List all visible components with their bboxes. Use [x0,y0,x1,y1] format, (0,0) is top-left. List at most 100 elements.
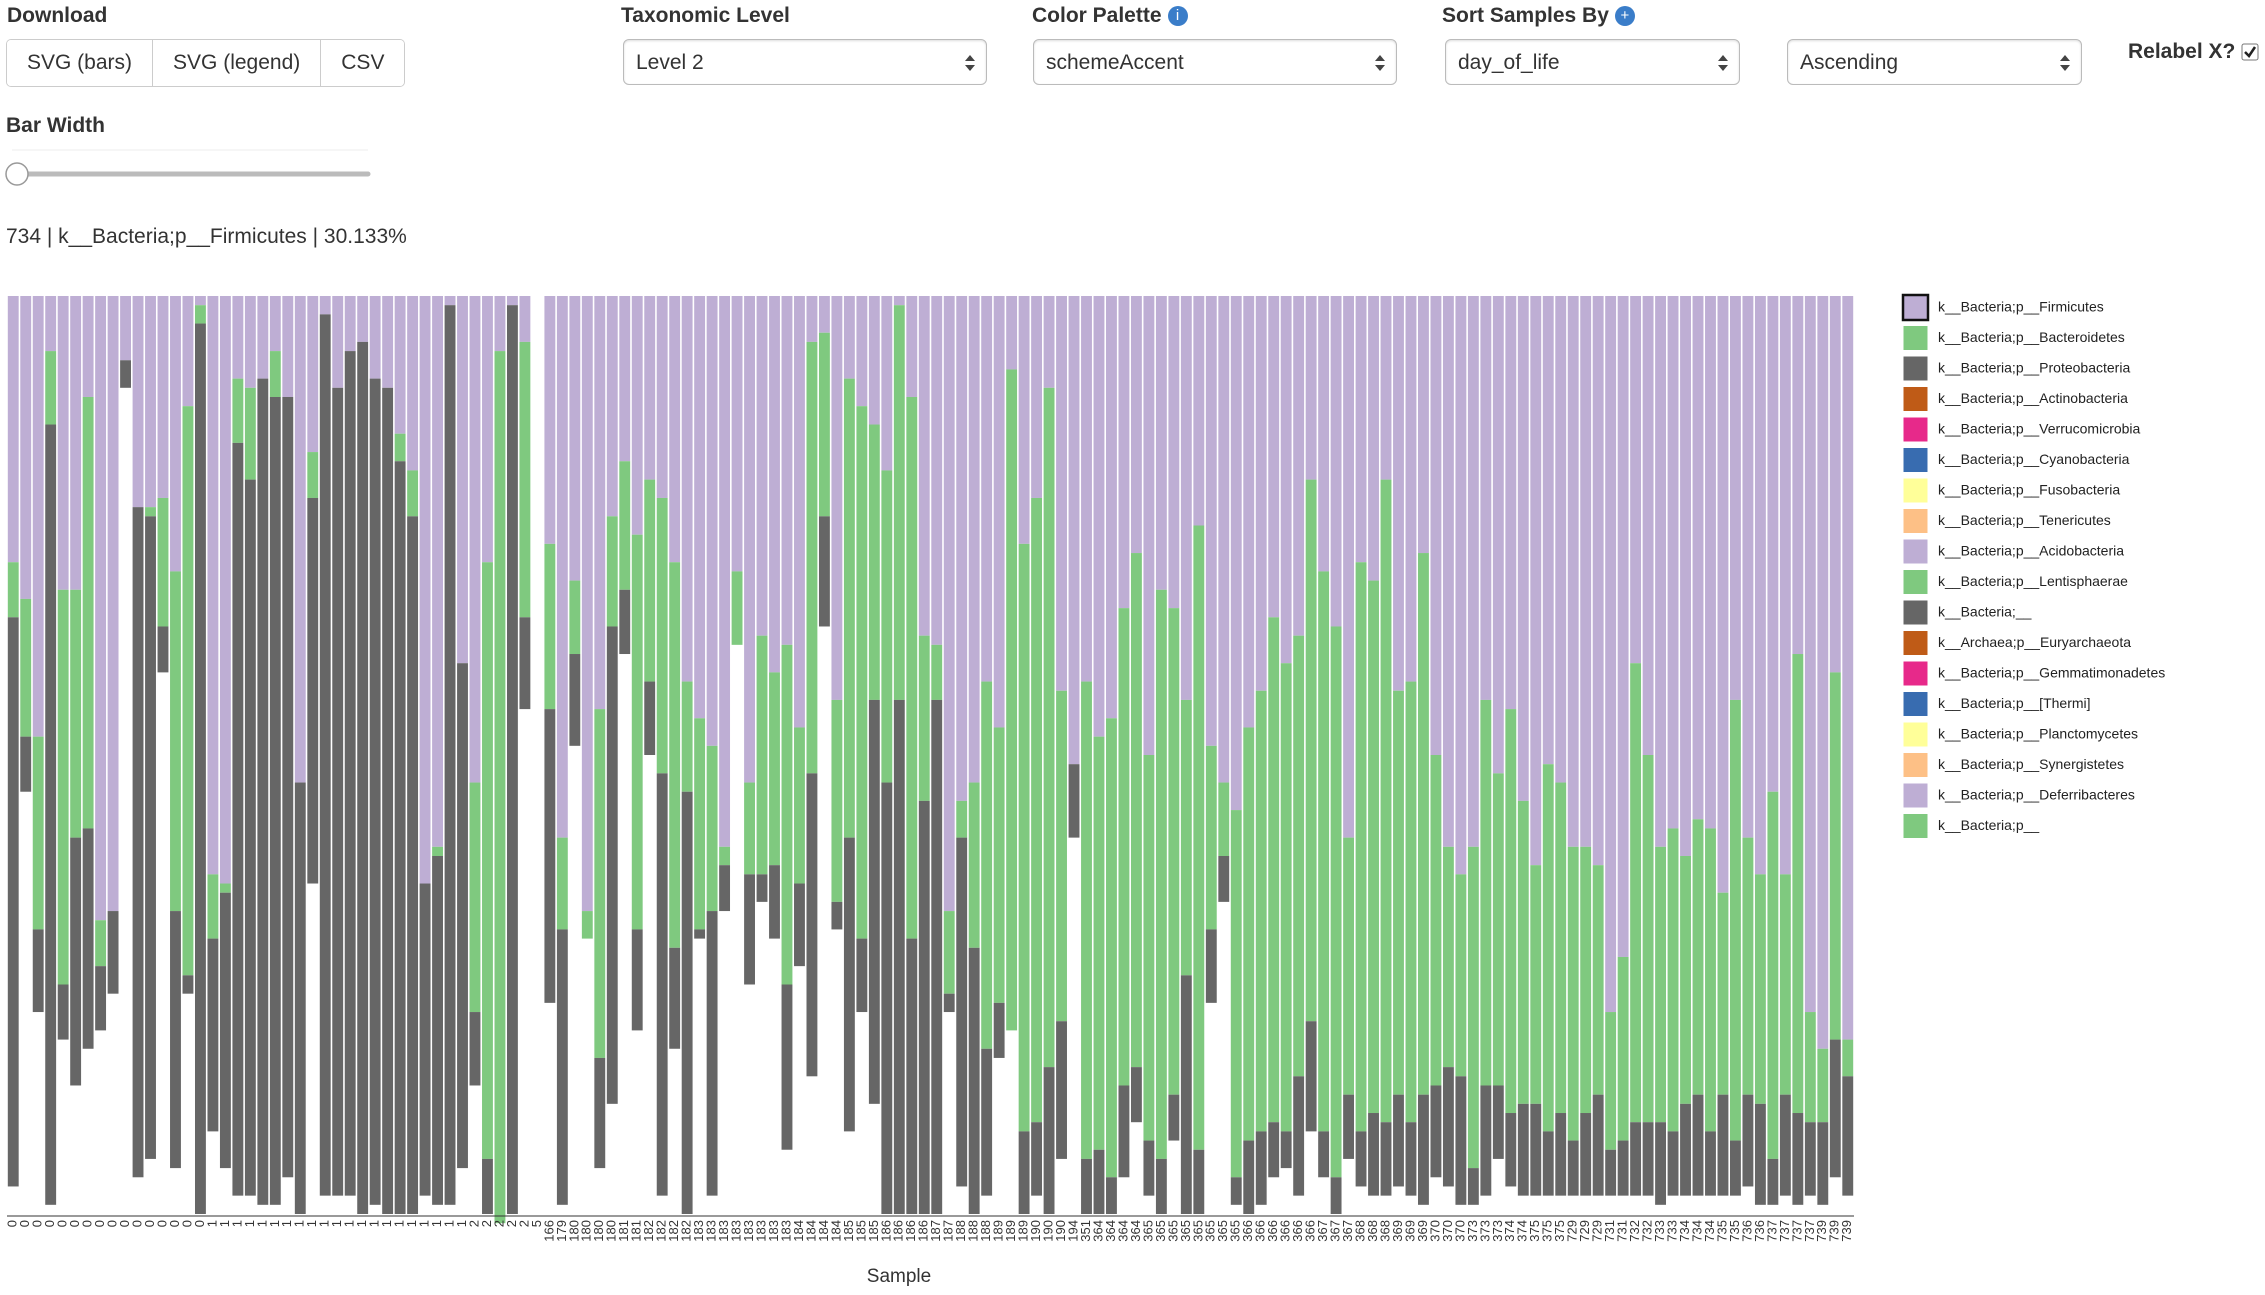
bar-segment [207,874,219,939]
bar-segment [1006,296,1018,370]
checkbox[interactable] [2241,43,2259,61]
bar-segment [1642,296,1654,755]
bar-segment [357,296,369,342]
x-tick-label: 732 [1627,1220,1642,1242]
bar-segment [893,305,905,700]
bar-segment [794,727,805,884]
bar-segment [1804,1012,1816,1123]
bar-segment [294,782,306,1214]
x-tick-label: 187 [928,1220,943,1242]
bar-segment [881,470,893,783]
select[interactable]: day_of_life [1445,39,1740,85]
bar-segment [719,846,731,866]
button[interactable]: CSV [321,40,405,86]
bar-segment [469,296,481,783]
bar-segment [644,296,656,480]
bar-segment [868,699,880,1104]
select[interactable]: Level 2 [623,39,987,85]
bar-segment [1792,654,1804,1114]
bar-segment [1542,764,1554,1132]
x-tick-label: 369 [1415,1220,1430,1242]
bar-segment [1742,296,1754,838]
bar-segment [332,296,344,388]
x-tick-label: 368 [1377,1220,1392,1242]
x-tick-label: 2 [516,1220,531,1227]
x-tick-label: 188 [978,1220,993,1242]
x-tick-label: 185 [866,1220,881,1242]
select[interactable]: Ascending [1787,39,2082,85]
x-tick-label: 1 [429,1220,444,1227]
x-tick-label: 365 [1215,1220,1230,1242]
x-tick-label: 367 [1340,1220,1355,1242]
bar-segment [1205,929,1217,1003]
bar-segment [1218,855,1230,902]
bar-segment [1068,296,1080,765]
bar-segment [968,947,980,1214]
bar-segment [1617,1140,1629,1196]
x-tick-label: 729 [1577,1220,1592,1242]
bar-segment [1193,296,1205,526]
x-tick-label: 182 [641,1220,656,1242]
bar-segment [1517,800,1529,1104]
bar-segment [1180,296,1192,700]
x-tick-label: 1 [354,1220,369,1227]
select[interactable]: schemeAccent [1033,39,1397,85]
bar-segment [1180,699,1192,976]
select-value: day_of_life [1458,51,1560,74]
legend-label: k__Bacteria;p__Lentisphaerae [1938,573,2128,589]
bar-segment [1143,755,1155,1141]
bar-segment [194,296,206,306]
bar-segment [1393,690,1404,1095]
bar-segment [407,470,419,517]
bar-segment [157,296,169,498]
bar-segment [1517,1103,1529,1196]
bar-segment [706,911,718,1196]
bar-segment [394,433,406,462]
bar-segment [1230,296,1242,811]
bar-segment [644,479,656,682]
bar-segment [656,497,668,774]
x-tick-label: 0 [92,1220,107,1227]
x-tick-label: 739 [1839,1220,1854,1242]
bar-segment [1130,296,1142,554]
x-tick-label: 1 [304,1220,319,1227]
bar-segment [1056,1021,1067,1159]
bar-segment [1380,479,1392,1123]
bar-segment [45,424,57,1205]
add-icon[interactable]: + [1614,6,1635,26]
bar-segment [1754,874,1766,1104]
bar-segment [1730,1140,1741,1196]
bar-segment [1130,553,1142,1068]
bar-segment [232,296,244,379]
bar-segment [182,406,194,976]
bar-segment [731,571,743,645]
x-tick-label: 735 [1727,1220,1742,1242]
slider[interactable] [4,146,376,196]
x-tick-label: 369 [1402,1220,1417,1242]
download-label: Download [7,4,108,27]
bar-segment [120,296,131,361]
bar-segment [918,296,930,636]
button[interactable]: SVG (bars) [7,40,154,86]
bar-segment [1817,296,1829,1049]
bar-segment [1056,690,1067,1022]
x-tick-label: 729 [1565,1220,1580,1242]
x-tick-label: 1 [292,1220,307,1227]
bar-segment [1106,1177,1117,1214]
bar-segment [681,681,693,792]
x-tick-label: 1 [204,1220,219,1227]
x-tick-label: 732 [1640,1220,1655,1242]
button[interactable]: SVG (legend) [153,40,322,86]
bar-segment [1667,828,1679,1132]
x-tick-label: 365 [1203,1220,1218,1242]
bar-segment [294,296,306,783]
legend-label: k__Bacteria;p__Gemmatimonadetes [1938,665,2165,681]
bar-segment [1467,846,1479,1169]
x-tick-label: 368 [1352,1220,1367,1242]
bar-segment [931,296,943,645]
bar-segment [993,1002,1005,1058]
x-tick-label: 737 [1777,1220,1792,1242]
bar-segment [681,296,693,682]
info-icon[interactable]: i [1167,6,1188,26]
bar-segment [1043,1067,1055,1214]
